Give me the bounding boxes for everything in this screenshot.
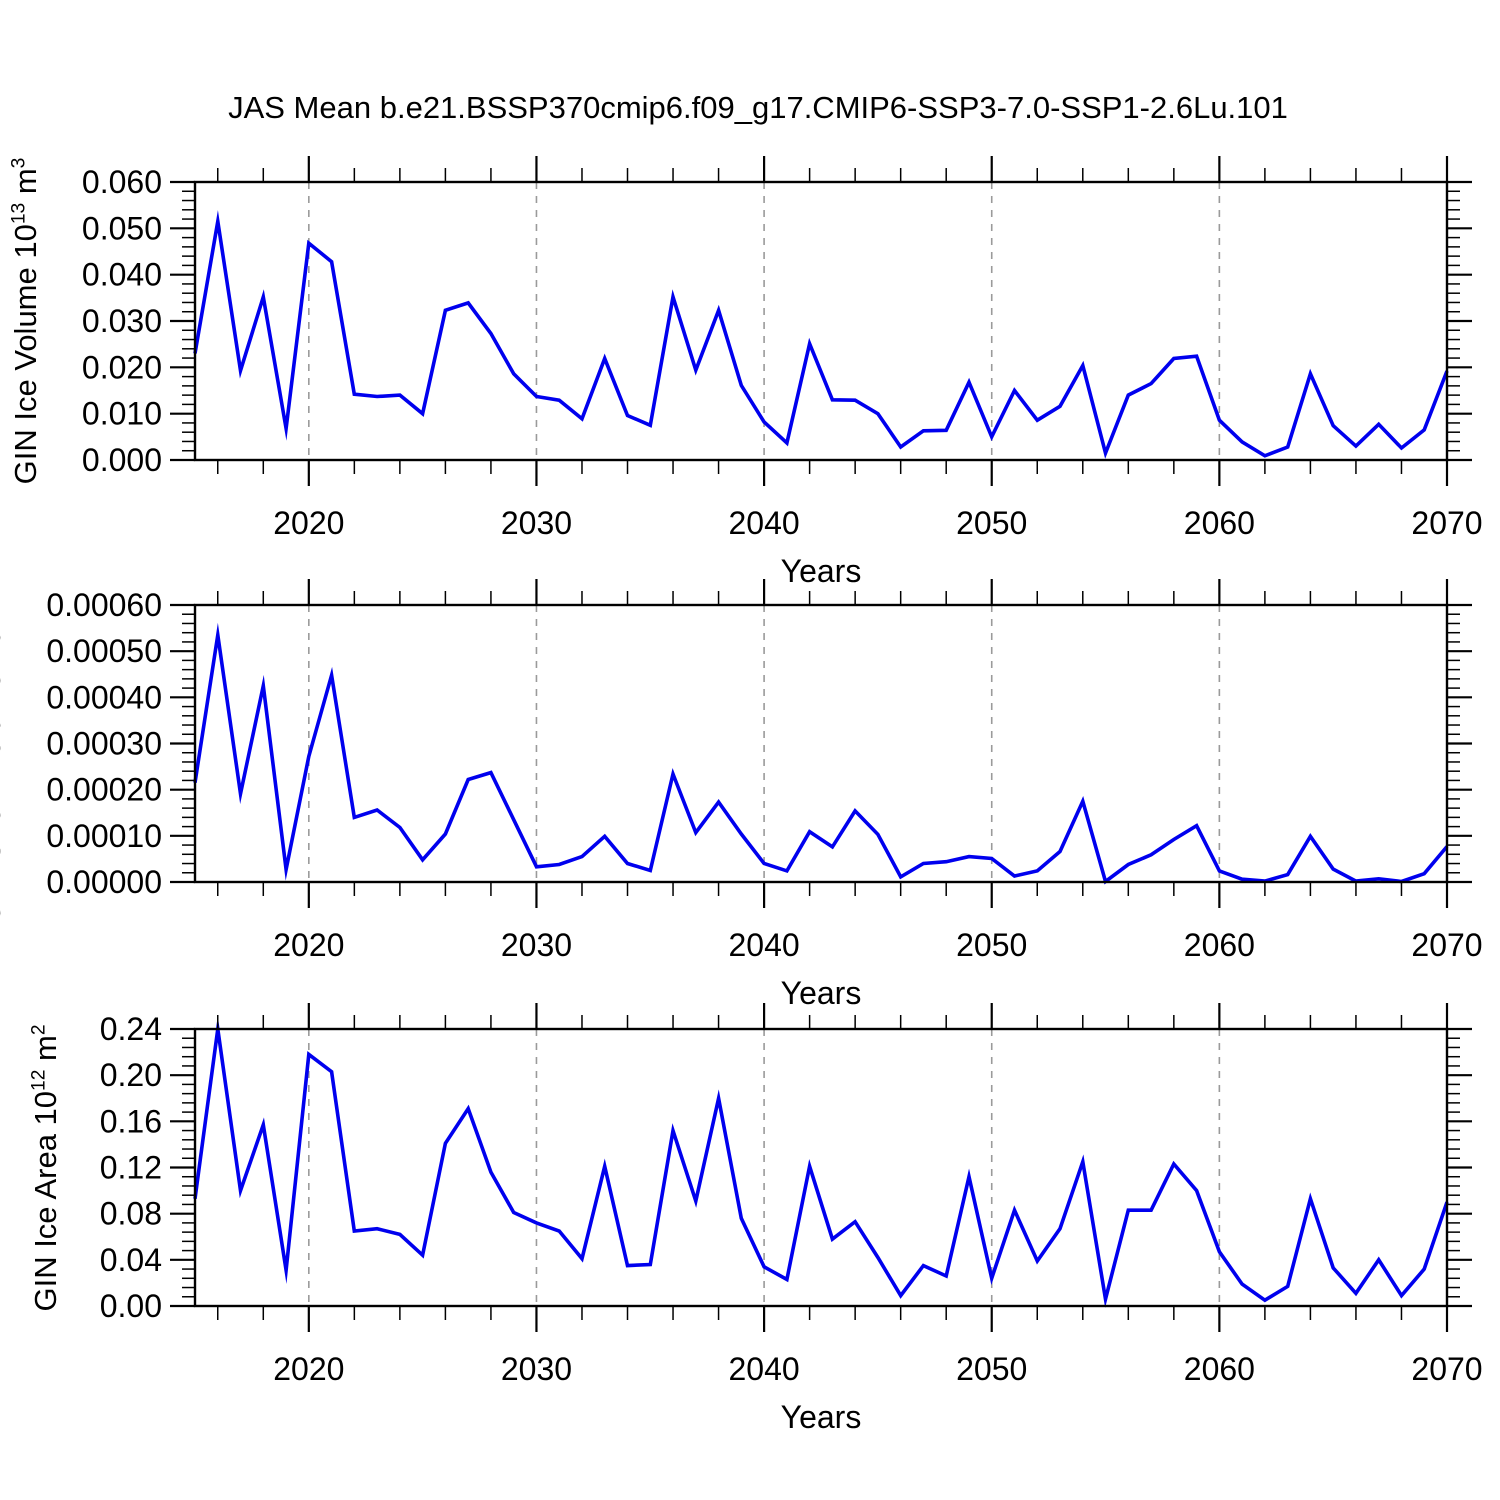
x-tick-label: 2060 <box>1184 1351 1255 1387</box>
plot-frame-gin-ice-volume <box>193 180 1449 462</box>
y-tick-label: 0.00020 <box>46 772 162 808</box>
y-tick-label: 0.000 <box>82 442 162 478</box>
x-tick-label: 2040 <box>728 505 799 541</box>
x-axis-label: Years <box>781 975 862 1011</box>
x-tick-label: 2050 <box>956 927 1027 963</box>
y-tick-label: 0.040 <box>82 257 162 293</box>
y-tick-label: 0.20 <box>100 1057 162 1093</box>
x-tick-label: 2040 <box>728 927 799 963</box>
y-tick-label: 0.00010 <box>46 818 162 854</box>
y-tick-label: 0.050 <box>82 210 162 246</box>
x-tick-label: 2020 <box>273 505 344 541</box>
series-line-gin-ice-volume <box>193 210 1449 459</box>
x-tick-label: 2050 <box>956 1351 1027 1387</box>
y-tick-label: 0.010 <box>82 396 162 432</box>
x-axis-label: Years <box>781 1399 862 1435</box>
x-tick-label: 2070 <box>1411 1351 1482 1387</box>
y-tick-label: 0.00040 <box>46 679 162 715</box>
series-line-gin-snow-volume <box>193 622 1449 885</box>
panel-gin-ice-area: 0.00 0.04 0.08 0.12 0.16 0.20 0.24 2020 2030 2040… <box>100 1003 1483 1435</box>
y-tick-label: 0.16 <box>100 1103 162 1139</box>
y-tick-label: 0.060 <box>82 164 162 200</box>
x-tick-label: 2030 <box>501 505 572 541</box>
x-tick-label: 2040 <box>728 1351 799 1387</box>
y-tick-label: 0.00000 <box>46 864 162 900</box>
panel-gin-ice-volume: 0.000 0.010 0.020 0.030 0.040 0.050 0.060 2020 2… <box>82 156 1483 589</box>
y-tick-label: 0.24 <box>100 1011 162 1047</box>
y-tick-label: 0.00050 <box>46 633 162 669</box>
x-tick-label: 2070 <box>1411 505 1482 541</box>
y-tick-label: 0.030 <box>82 303 162 339</box>
y-tick-label: 0.00 <box>100 1288 162 1324</box>
panel-gin-snow-volume: 0.00000 0.00010 0.00020 0.00030 0.00040 0.000… <box>46 579 1483 1011</box>
y-tick-label: 0.00060 <box>46 587 162 623</box>
x-tick-label: 2020 <box>273 1351 344 1387</box>
x-axis-label: Years <box>781 553 862 589</box>
x-tick-label: 2060 <box>1184 505 1255 541</box>
plot-frame-gin-ice-area <box>193 1027 1449 1308</box>
y-tick-label: 0.08 <box>100 1196 162 1232</box>
y-tick-label: 0.00030 <box>46 726 162 762</box>
x-tick-label: 2050 <box>956 505 1027 541</box>
x-tick-label: 2030 <box>501 1351 572 1387</box>
y-tick-label: 0.12 <box>100 1150 162 1186</box>
x-tick-label: 2070 <box>1411 927 1482 963</box>
x-tick-label: 2060 <box>1184 927 1255 963</box>
x-tick-label: 2030 <box>501 927 572 963</box>
chart-title: JAS Mean b.e21.BSSP370cmip6.f09_g17.CMIP… <box>228 90 1288 125</box>
y-tick-label: 0.04 <box>100 1242 162 1278</box>
x-tick-label: 2020 <box>273 927 344 963</box>
series-line-gin-ice-area <box>193 1015 1449 1308</box>
y-tick-label: 0.020 <box>82 349 162 385</box>
